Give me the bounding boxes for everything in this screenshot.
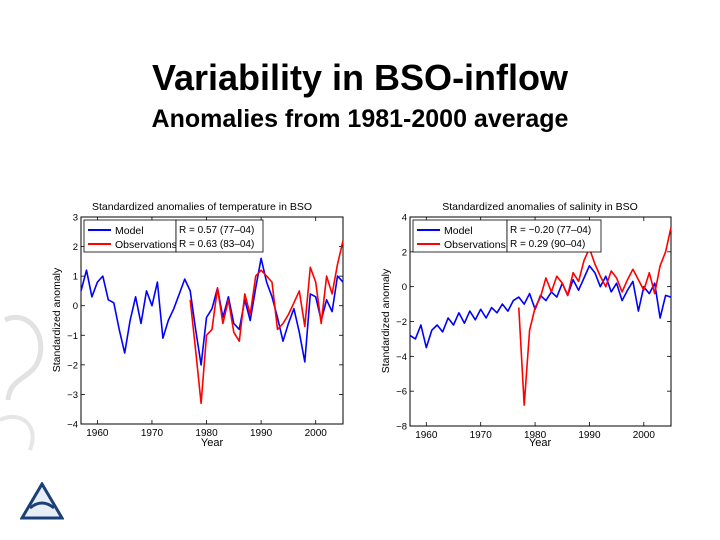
- y-tick-label: −2: [396, 317, 407, 328]
- y-tick-label: −4: [396, 352, 407, 363]
- x-tick-label: 2000: [305, 428, 328, 439]
- correlation-observations: R = 0.29 (90–04): [510, 239, 585, 250]
- x-axis-label: Year: [529, 437, 552, 449]
- series-line-observations: [189, 240, 344, 405]
- y-tick-label: 0: [73, 301, 78, 312]
- legend-box: [83, 219, 177, 253]
- legend-model-label: Model: [444, 225, 473, 237]
- y-tick-label: −1: [67, 331, 78, 342]
- legend-model-label: Model: [115, 225, 144, 237]
- x-axis-label: Year: [201, 437, 224, 449]
- y-tick-label: −3: [67, 390, 78, 401]
- y-ticks: −4 −3 −2 −1 0 1 2 3: [67, 213, 343, 431]
- series-line-model: [409, 265, 672, 349]
- x-tick-label: 1990: [250, 428, 273, 439]
- y-tick-label: 2: [73, 242, 78, 253]
- temperature-anomaly-chart: Standardized anomalies of temperature in…: [51, 201, 344, 449]
- y-tick-label: −8: [396, 422, 407, 433]
- x-tick-label: 1970: [141, 428, 164, 439]
- series-lines: [409, 227, 672, 406]
- legend: Model Observations: [412, 219, 508, 253]
- series-line-model: [80, 257, 344, 366]
- institute-logo: [20, 482, 64, 520]
- y-tick-label: −6: [396, 387, 407, 398]
- correlation-box-frame: [506, 219, 602, 253]
- y-tick-label: −2: [67, 360, 78, 371]
- y-tick-label: 0: [402, 282, 407, 293]
- correlation-model: R = 0.57 (77–04): [179, 225, 254, 236]
- x-tick-label: 2000: [633, 430, 656, 441]
- chart-title: Standardized anomalies of temperature in…: [92, 201, 312, 213]
- y-tick-label: 1: [73, 272, 78, 283]
- correlation-observations: R = 0.63 (83–04): [179, 239, 254, 250]
- x-ticks: 1960 1970 1980 1990 2000: [415, 217, 655, 441]
- correlation-box: R = 0.57 (77–04) R = 0.63 (83–04): [175, 219, 264, 253]
- x-tick-label: 1990: [578, 430, 601, 441]
- legend-box: [412, 219, 508, 253]
- x-tick-label: 1980: [524, 430, 547, 441]
- correlation-box: R = −0.20 (77–04) R = 0.29 (90–04): [506, 219, 602, 253]
- legend-observations-label: Observations: [444, 239, 506, 251]
- slide-title: Variability in BSO-inflow: [151, 57, 569, 98]
- plot-frame: [80, 216, 344, 425]
- legend: Model Observations: [83, 219, 177, 253]
- correlation-model: R = −0.20 (77–04): [510, 225, 591, 236]
- correlation-box-frame: [175, 219, 264, 253]
- chart-title: Standardized anomalies of salinity in BS…: [442, 201, 638, 213]
- sea-creature-watermark: [0, 315, 44, 451]
- series-line-observations: [518, 227, 672, 406]
- legend-observations-label: Observations: [115, 239, 177, 251]
- x-ticks: 1960 1970 1980 1990 2000: [86, 217, 327, 439]
- x-tick-label: 1980: [195, 428, 218, 439]
- slide-subtitle: Anomalies from 1981-2000 average: [151, 105, 569, 133]
- series-lines: [80, 240, 344, 405]
- y-tick-label: −4: [67, 420, 78, 431]
- y-ticks: −8 −6 −4 −2 0 2 4: [396, 213, 671, 433]
- y-axis-label: Standardized anomaly: [380, 268, 392, 373]
- x-tick-label: 1960: [86, 428, 109, 439]
- x-tick-label: 1960: [415, 430, 438, 441]
- y-axis-label: Standardized anomaly: [51, 267, 63, 372]
- y-tick-label: 2: [402, 247, 407, 258]
- y-tick-label: 4: [402, 213, 407, 224]
- x-tick-label: 1970: [470, 430, 493, 441]
- salinity-anomaly-chart: Standardized anomalies of salinity in BS…: [380, 201, 672, 449]
- y-tick-label: 3: [73, 213, 78, 224]
